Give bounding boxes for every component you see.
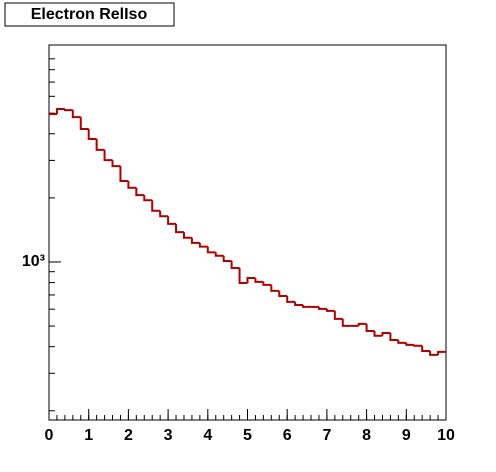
bin: [397, 339, 407, 344]
y-tick-label: 10³: [22, 253, 45, 270]
bin: [286, 296, 296, 303]
bin: [143, 195, 153, 202]
bin: [182, 232, 192, 239]
bin: [127, 181, 137, 189]
bin: [230, 261, 240, 269]
x-tick-label: 5: [243, 427, 252, 444]
bin: [175, 223, 184, 234]
bin: [103, 149, 113, 162]
x-tick-label: 1: [84, 427, 93, 444]
bin: [294, 301, 304, 306]
bin: [381, 331, 391, 336]
x-tick-label: 7: [322, 427, 331, 444]
bin: [389, 332, 399, 341]
x-tick-label: 4: [203, 427, 212, 444]
bin: [71, 110, 81, 119]
bin: [437, 350, 446, 355]
bin: [357, 322, 367, 326]
bin: [198, 242, 208, 248]
bin: [222, 255, 232, 263]
bin: [87, 129, 97, 141]
bin: [238, 267, 248, 284]
x-tick-label: 3: [164, 427, 173, 444]
bin: [302, 304, 312, 308]
bin: [214, 252, 224, 257]
bin: [246, 276, 256, 283]
bin: [190, 237, 200, 244]
bin: [135, 187, 145, 197]
x-tick-label: 9: [402, 427, 411, 444]
x-tick-label: 6: [283, 427, 292, 444]
bin: [341, 318, 351, 327]
bin: [79, 117, 89, 131]
bin: [206, 246, 216, 254]
title-box: [4, 2, 175, 27]
bin: [413, 344, 423, 347]
bin: [55, 107, 65, 115]
bin: [254, 277, 264, 283]
chart-title: Electron RelIso: [31, 6, 148, 23]
bin: [167, 216, 177, 225]
bin: [111, 160, 121, 168]
bin: [63, 108, 73, 112]
frame: [48, 44, 447, 421]
bin: [405, 342, 415, 346]
bin: [429, 350, 439, 356]
x-tick-label: 0: [45, 427, 54, 444]
bin: [421, 345, 431, 352]
bin: [365, 323, 375, 332]
bin: [151, 200, 161, 212]
bin: [119, 166, 129, 183]
bin: [262, 281, 272, 286]
bin: [278, 290, 288, 298]
bin: [95, 139, 105, 151]
x-tick-label: 2: [124, 427, 133, 444]
bin: [325, 308, 335, 312]
bin: [270, 284, 280, 292]
bin: [317, 306, 327, 310]
x-tick-label: 8: [362, 427, 371, 444]
bin: [159, 210, 169, 218]
bin: [333, 310, 343, 320]
bin: [373, 330, 383, 337]
x-tick-label: 10: [437, 427, 455, 444]
